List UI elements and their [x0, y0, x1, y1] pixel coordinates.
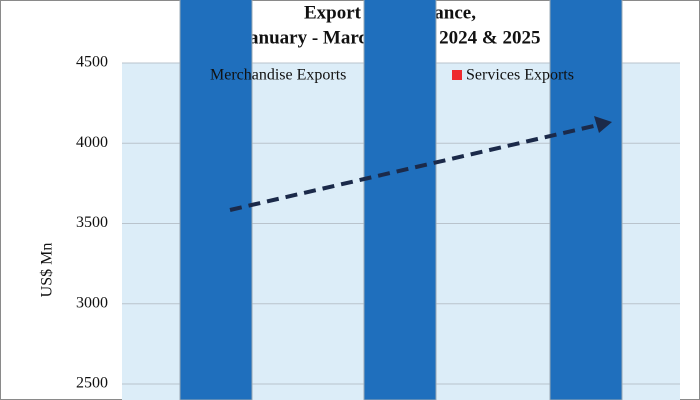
bar-segment — [179, 0, 253, 400]
y-tick-label: 3500 — [76, 214, 108, 231]
y-axis-label: US$ Mn — [39, 243, 56, 298]
trend-line — [229, 123, 599, 212]
bar-segment — [363, 0, 437, 400]
bars — [179, 0, 623, 400]
bar-segment — [549, 0, 623, 400]
y-tick-label: 3000 — [76, 294, 108, 311]
y-tick-label: 2500 — [76, 375, 108, 392]
y-tick-label: 4000 — [76, 134, 108, 151]
legend-swatch — [196, 70, 206, 80]
arrow-head — [594, 116, 612, 133]
legend-label: Services Exports — [466, 67, 574, 84]
legend: Merchandise Exports Services Exports — [196, 67, 574, 84]
y-tick-label: 4500 — [76, 54, 108, 71]
legend-swatch — [452, 70, 462, 80]
trend-arrow — [229, 116, 612, 212]
legend-label: Merchandise Exports — [210, 67, 346, 84]
